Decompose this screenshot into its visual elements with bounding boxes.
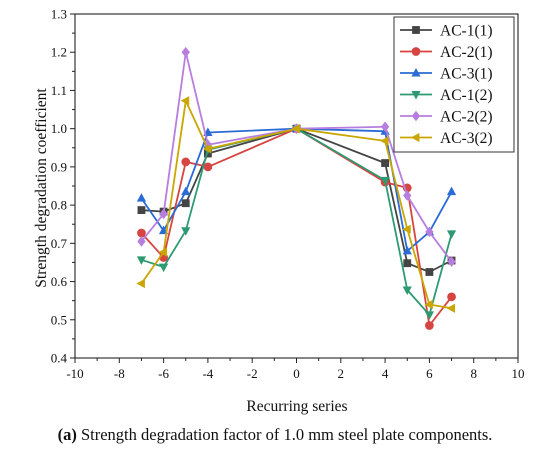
caption-text: Strength degradation factor of 1.0 mm st… <box>76 425 493 444</box>
data-point <box>402 286 412 296</box>
data-point <box>181 157 191 167</box>
legend-swatch-marker <box>411 47 421 56</box>
legend-swatch-marker <box>411 110 421 122</box>
legend-swatch-marker <box>410 132 420 143</box>
legend-label: AC-1(1) <box>440 23 493 40</box>
data-point <box>424 311 434 320</box>
data-point <box>425 268 434 276</box>
legend: AC-1(1) AC-2(1) AC-3(1) AC-1(2) AC-2(2) AC-3(… <box>393 16 515 153</box>
y-tick-label: 0.4 <box>51 351 68 366</box>
data-point <box>381 159 390 167</box>
data-point <box>425 321 434 330</box>
legend-swatch-marker <box>412 26 420 34</box>
data-point <box>136 256 147 265</box>
data-point <box>425 226 434 238</box>
y-tick-label: 0.5 <box>51 312 67 327</box>
data-point <box>181 46 190 58</box>
data-point <box>203 162 213 172</box>
data-point <box>447 256 456 267</box>
data-point <box>380 121 390 133</box>
data-point <box>446 186 457 196</box>
caption-label: (a) <box>57 425 77 444</box>
data-point <box>181 199 190 208</box>
legend-label: AC-1(2) <box>440 87 493 104</box>
legend-label: AC-2(2) <box>440 109 493 126</box>
data-point <box>137 228 146 238</box>
data-point <box>380 176 390 186</box>
y-tick-label: 0.7 <box>51 236 68 251</box>
y-tick-label: 0.9 <box>51 159 67 174</box>
y-tick-label: 1.2 <box>51 45 67 60</box>
y-tick-label: 0.6 <box>51 274 68 289</box>
x-tick-label: 0 <box>293 366 300 381</box>
figure-caption: (a) Strength degradation factor of 1.0 m… <box>0 425 550 445</box>
x-tick-label: -6 <box>158 366 169 381</box>
legend-label: AC-3(1) <box>440 66 493 83</box>
line-chart: -10 -8 -6 -4 -2 0 2 4 6 8 10 0.4 0.5 0.6 0.7 0.8 0.9 1.0 1… <box>33 7 525 416</box>
series-layer <box>136 46 457 330</box>
axes-layer: -10 -8 -6 -4 -2 0 2 4 6 8 10 0.4 0.5 0.6 0.7 0.8 0.9 1.0 1… <box>51 7 525 382</box>
data-point <box>424 299 433 310</box>
data-point <box>159 263 169 273</box>
legend-label: AC-3(2) <box>440 130 493 147</box>
data-point <box>137 236 146 247</box>
x-tick-label: -2 <box>247 366 258 381</box>
x-axis-label: Recurring series <box>246 398 347 415</box>
data-point <box>181 227 191 236</box>
data-point <box>446 230 457 239</box>
x-tick-label: 10 <box>512 366 525 381</box>
data-point <box>380 136 389 146</box>
y-axis-label: Strength degradation coefficient <box>33 88 50 288</box>
data-point <box>158 247 168 257</box>
data-point <box>402 245 412 255</box>
data-point <box>181 186 191 196</box>
x-tick-label: 6 <box>426 366 433 381</box>
data-point <box>291 124 300 134</box>
data-point <box>403 190 412 201</box>
x-tick-label: -4 <box>202 366 213 381</box>
x-tick-label: -10 <box>66 366 83 381</box>
series-AC-3(2) <box>136 96 455 313</box>
x-tick-label: 8 <box>470 366 477 381</box>
data-point <box>137 206 146 214</box>
data-point <box>202 144 212 154</box>
series-AC-1(2) <box>136 125 457 320</box>
legend-swatch-marker <box>411 67 421 77</box>
data-point <box>136 193 147 202</box>
data-point <box>403 259 412 268</box>
y-tick-label: 1.0 <box>51 121 67 136</box>
data-point <box>402 224 411 234</box>
data-point <box>136 278 145 289</box>
y-tick-label: 1.1 <box>51 83 67 98</box>
data-point <box>447 292 456 302</box>
legend-label: AC-2(1) <box>440 44 493 61</box>
data-point <box>446 303 455 313</box>
data-point <box>180 96 190 106</box>
data-point <box>159 208 168 220</box>
x-tick-label: 2 <box>338 366 345 381</box>
legend-box <box>393 16 515 153</box>
data-point <box>203 139 213 151</box>
x-tick-label: -8 <box>114 366 125 381</box>
x-tick-label: 4 <box>382 366 389 381</box>
y-tick-label: 1.3 <box>51 7 67 22</box>
y-tick-label: 0.8 <box>51 198 67 213</box>
legend-swatch-marker <box>411 91 421 100</box>
